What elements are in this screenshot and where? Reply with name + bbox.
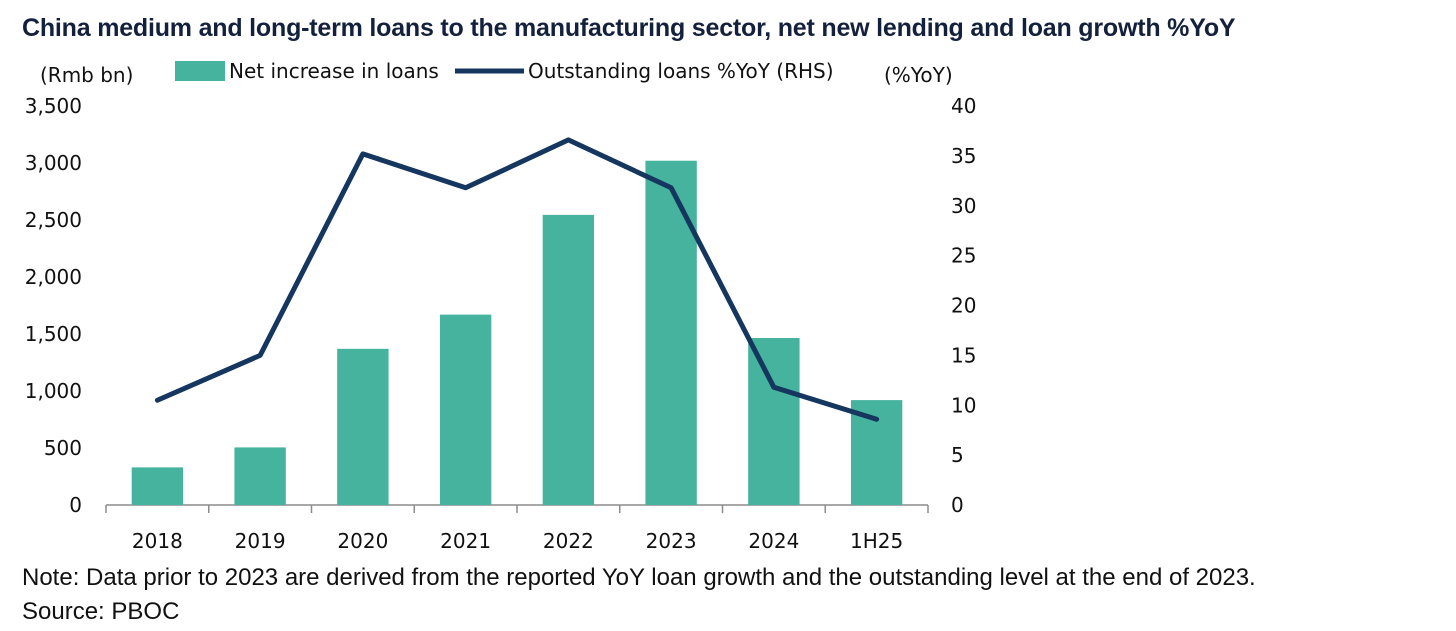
x-tick-label: 2020	[337, 529, 388, 553]
bar	[748, 337, 800, 505]
y-right-tick-label: 0	[951, 493, 964, 517]
bar	[542, 214, 595, 505]
y-left-tick-label: 0	[69, 493, 82, 517]
y-right-tick-label: 25	[951, 244, 976, 268]
y-right-tick-label: 20	[951, 294, 976, 318]
series-line	[154, 137, 880, 422]
legend: Net increase in loans Outstanding loans %…	[175, 59, 834, 83]
y-left-tick-label: 1,500	[25, 322, 82, 346]
bar-series	[131, 160, 903, 505]
y-left-axis-label: (Rmb bn)	[40, 63, 133, 87]
y-right-tick-label: 10	[951, 393, 976, 417]
y-left-tick-label: 2,500	[25, 208, 82, 232]
bar	[439, 314, 492, 505]
y-left-tick-label: 3,500	[25, 94, 82, 118]
y-left-tick-label: 2,000	[25, 265, 82, 289]
legend-bar-swatch	[175, 61, 225, 81]
chart-title: China medium and long-term loans to the …	[22, 14, 1236, 42]
y-right-tick-label: 15	[951, 343, 976, 367]
y-left-tick-label: 500	[44, 436, 82, 460]
x-tick-label: 2023	[646, 529, 697, 553]
chart-note: Note: Data prior to 2023 are derived fro…	[22, 564, 1256, 591]
y-left-tick-label: 1,000	[25, 379, 82, 403]
x-tick-label: 2021	[440, 529, 491, 553]
axes: 2018 2019 2020 2021 2022 2023 2024 1H25 0 500 1,00…	[25, 63, 977, 553]
x-tick-label: 1H25	[850, 529, 903, 553]
x-tick-label: 2018	[132, 529, 183, 553]
y-right-tick-label: 40	[951, 94, 976, 118]
bar	[337, 348, 389, 505]
legend-line-label: Outstanding loans %YoY (RHS)	[528, 59, 834, 83]
y-right-axis-label: (%YoY)	[884, 63, 953, 87]
x-tick-label: 2022	[543, 529, 594, 553]
bar	[645, 160, 697, 505]
y-right-tick-label: 35	[951, 144, 976, 168]
legend-bar-label: Net increase in loans	[229, 59, 439, 83]
y-right-tick-label: 30	[951, 194, 976, 218]
x-tick-label: 2019	[235, 529, 286, 553]
y-right-tick-label: 5	[951, 443, 964, 467]
line-series	[154, 137, 880, 422]
y-left-tick-label: 3,000	[25, 151, 82, 175]
chart-source: Source: PBOC	[22, 598, 180, 625]
bar	[131, 467, 184, 505]
x-tick-label: 2024	[748, 529, 799, 553]
bar	[234, 447, 286, 505]
